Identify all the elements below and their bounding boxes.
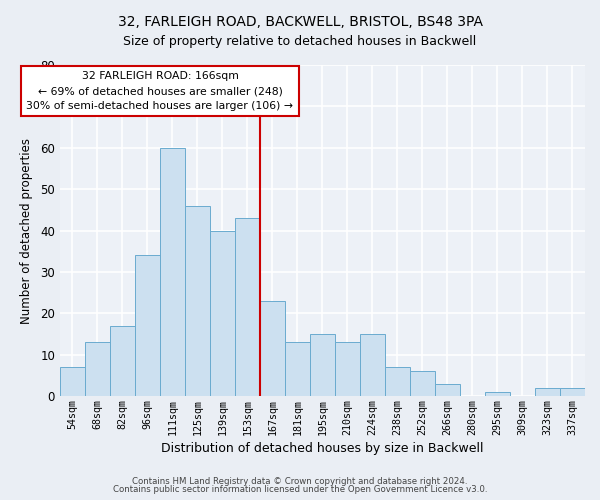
Bar	[335, 342, 360, 396]
Bar	[435, 384, 460, 396]
Text: 32 FARLEIGH ROAD: 166sqm
← 69% of detached houses are smaller (248)
30% of semi-: 32 FARLEIGH ROAD: 166sqm ← 69% of detach…	[26, 71, 293, 111]
Bar	[385, 368, 410, 396]
Bar	[160, 148, 185, 396]
Bar	[135, 256, 160, 396]
Bar	[60, 368, 85, 396]
Text: 32, FARLEIGH ROAD, BACKWELL, BRISTOL, BS48 3PA: 32, FARLEIGH ROAD, BACKWELL, BRISTOL, BS…	[118, 15, 482, 29]
Bar	[535, 388, 560, 396]
Bar	[235, 218, 260, 396]
Bar	[485, 392, 510, 396]
Bar	[185, 206, 210, 396]
Bar	[260, 301, 285, 396]
Text: Contains HM Land Registry data © Crown copyright and database right 2024.: Contains HM Land Registry data © Crown c…	[132, 477, 468, 486]
Bar	[310, 334, 335, 396]
Bar	[210, 230, 235, 396]
Bar	[285, 342, 310, 396]
Bar	[360, 334, 385, 396]
Bar	[410, 372, 435, 396]
Y-axis label: Number of detached properties: Number of detached properties	[20, 138, 33, 324]
Bar	[85, 342, 110, 396]
Bar	[560, 388, 585, 396]
Text: Contains public sector information licensed under the Open Government Licence v3: Contains public sector information licen…	[113, 486, 487, 494]
X-axis label: Distribution of detached houses by size in Backwell: Distribution of detached houses by size …	[161, 442, 484, 455]
Text: Size of property relative to detached houses in Backwell: Size of property relative to detached ho…	[124, 35, 476, 48]
Bar	[110, 326, 135, 396]
